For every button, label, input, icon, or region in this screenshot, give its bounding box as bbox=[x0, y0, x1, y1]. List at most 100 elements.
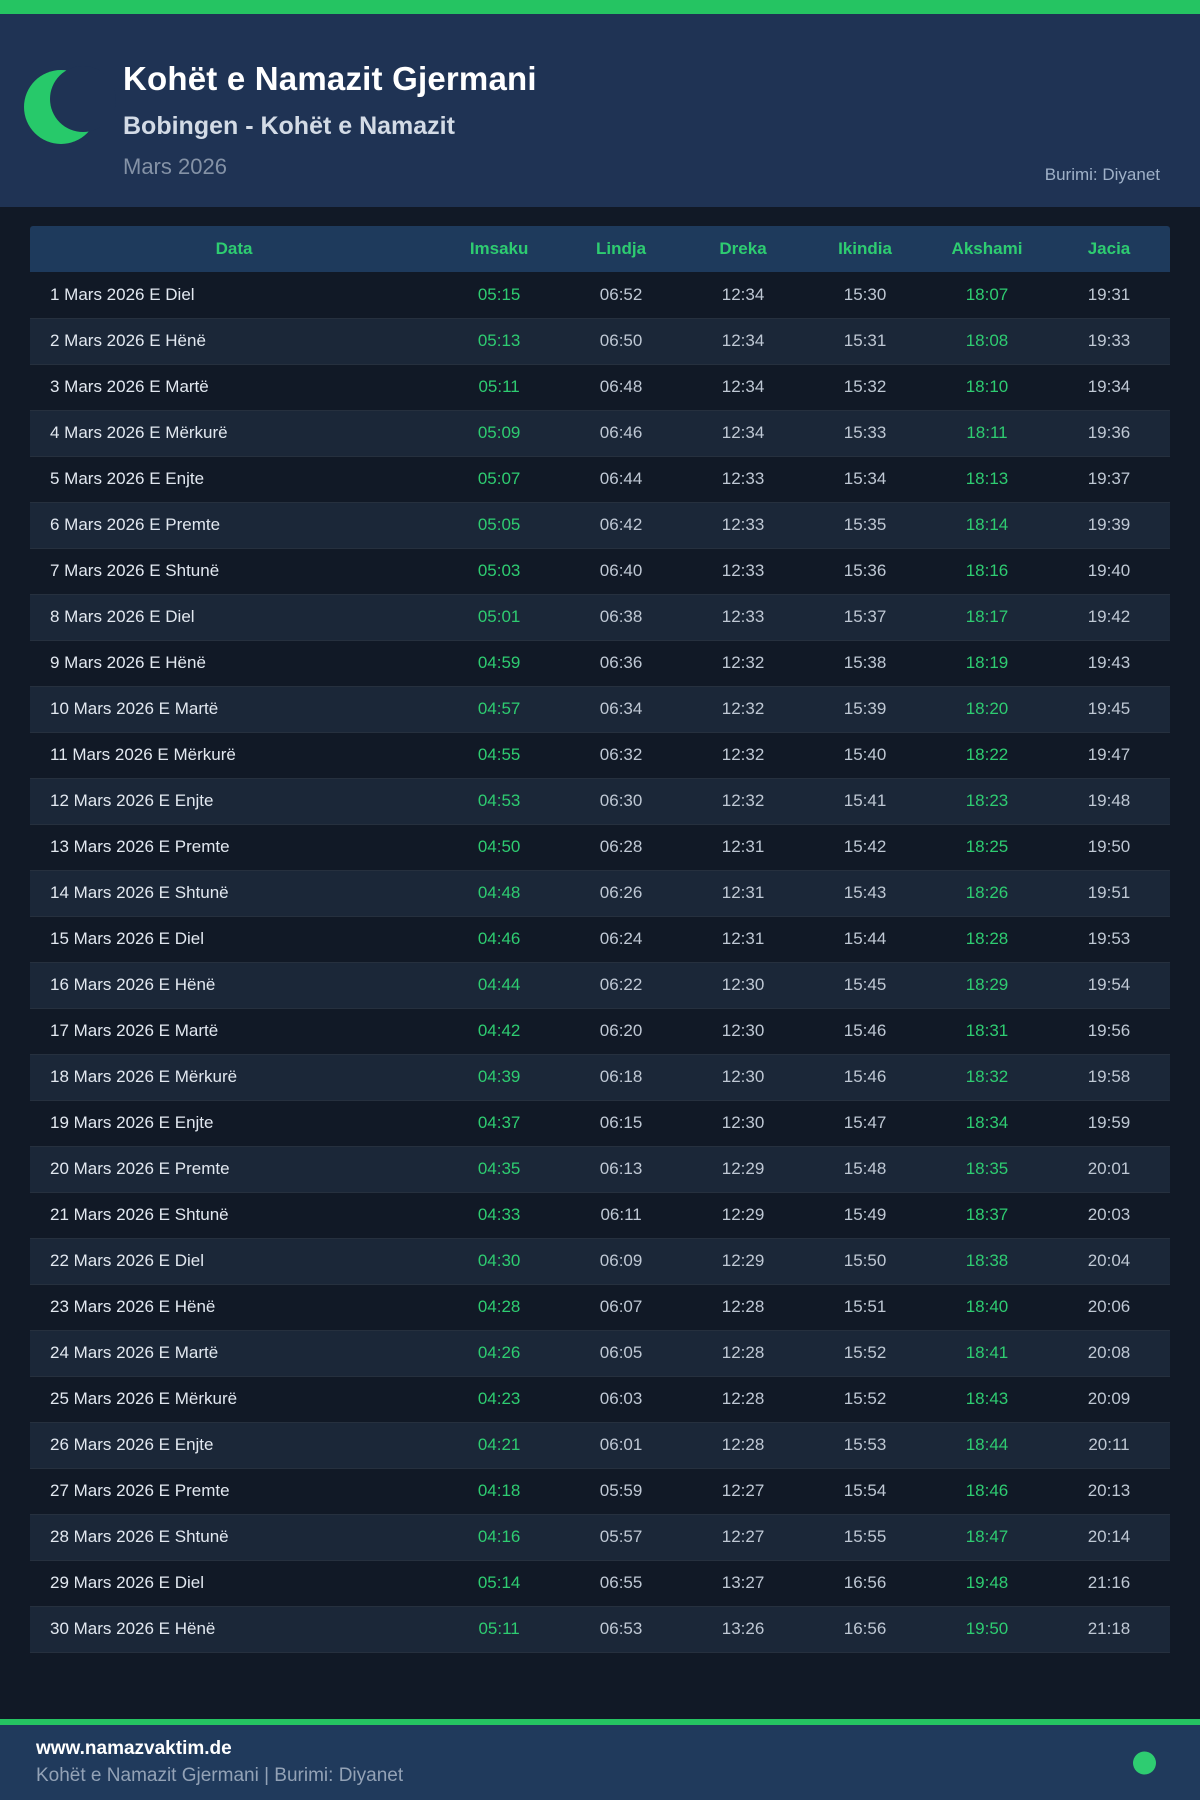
data-cell: 29 Mars 2026 E Diel bbox=[50, 1573, 205, 1592]
website-link[interactable]: www.namazvaktim.de bbox=[36, 1738, 232, 1759]
akshami-cell: 18:38 bbox=[965, 1251, 1009, 1270]
page-title: Kohët e Namazit Gjermani bbox=[123, 60, 537, 97]
lindja-cell: 06:18 bbox=[599, 1067, 643, 1086]
lindja-cell: 06:44 bbox=[599, 469, 643, 488]
data-cell: 16 Mars 2026 E Hënë bbox=[50, 975, 216, 994]
jacia-cell: 19:58 bbox=[1087, 1067, 1131, 1086]
dreka-cell: 12:32 bbox=[721, 745, 765, 764]
imsaku-cell: 05:13 bbox=[477, 331, 521, 350]
dreka-cell: 12:31 bbox=[721, 837, 765, 856]
lindja-cell: 06:30 bbox=[599, 791, 643, 810]
table-row: 2 Mars 2026 E Hënë 05:13 06:50 12:34 15:31 18… bbox=[30, 318, 1170, 364]
table-row: 18 Mars 2026 E Mërkurë 04:39 06:18 12:30 15:… bbox=[30, 1054, 1170, 1100]
dreka-cell: 12:28 bbox=[721, 1435, 765, 1454]
data-cell: 22 Mars 2026 E Diel bbox=[50, 1251, 205, 1270]
data-cell: 10 Mars 2026 E Martë bbox=[50, 699, 219, 718]
ikindia-cell: 15:34 bbox=[843, 469, 887, 488]
data-cell: 19 Mars 2026 E Enjte bbox=[50, 1113, 214, 1132]
table-row: 5 Mars 2026 E Enjte 05:07 06:44 12:33 15:34 1… bbox=[30, 456, 1170, 502]
lindja-cell: 06:48 bbox=[599, 377, 643, 396]
dreka-cell: 12:34 bbox=[721, 331, 765, 350]
page-header: Kohët e Namazit Gjermani Bobingen - Kohë… bbox=[0, 14, 1200, 207]
table-row: 7 Mars 2026 E Shtunë 05:03 06:40 12:33 15:36… bbox=[30, 548, 1170, 594]
dreka-cell: 12:30 bbox=[721, 1067, 765, 1086]
lindja-cell: 06:05 bbox=[599, 1343, 643, 1362]
dreka-cell: 12:27 bbox=[721, 1527, 765, 1546]
data-cell: 20 Mars 2026 E Premte bbox=[50, 1159, 230, 1178]
dreka-cell: 12:28 bbox=[721, 1389, 765, 1408]
dreka-cell: 12:29 bbox=[721, 1251, 765, 1270]
lindja-cell: 06:01 bbox=[599, 1435, 643, 1454]
jacia-cell: 19:45 bbox=[1087, 699, 1131, 718]
table-row: 22 Mars 2026 E Diel 04:30 06:09 12:29 15:50 1… bbox=[30, 1238, 1170, 1284]
ikindia-cell: 15:42 bbox=[843, 837, 887, 856]
jacia-cell: 19:39 bbox=[1087, 515, 1131, 534]
table-row: 17 Mars 2026 E Martë 04:42 06:20 12:30 15:46… bbox=[30, 1008, 1170, 1054]
table-row: 15 Mars 2026 E Diel 04:46 06:24 12:31 15:44 1… bbox=[30, 916, 1170, 962]
table-row: 4 Mars 2026 E Mërkurë 05:09 06:46 12:34 15:3… bbox=[30, 410, 1170, 456]
ikindia-cell: 15:37 bbox=[843, 607, 887, 626]
imsaku-cell: 04:23 bbox=[477, 1389, 521, 1408]
jacia-cell: 19:33 bbox=[1087, 331, 1131, 350]
lindja-cell: 06:50 bbox=[599, 331, 643, 350]
lindja-cell: 06:55 bbox=[599, 1573, 643, 1592]
ikindia-cell: 16:56 bbox=[843, 1573, 887, 1592]
crescent-moon-icon bbox=[24, 66, 116, 148]
data-cell: 25 Mars 2026 E Mërkurë bbox=[50, 1389, 238, 1408]
ikindia-cell: 15:49 bbox=[843, 1205, 887, 1224]
jacia-cell: 21:16 bbox=[1087, 1573, 1131, 1592]
jacia-cell: 20:01 bbox=[1087, 1159, 1131, 1178]
lindja-cell: 06:22 bbox=[599, 975, 643, 994]
table-row: 27 Mars 2026 E Premte 04:18 05:59 12:27 15:5… bbox=[30, 1468, 1170, 1514]
ikindia-cell: 15:33 bbox=[843, 423, 887, 442]
imsaku-cell: 04:42 bbox=[477, 1021, 521, 1040]
table-row: 11 Mars 2026 E Mërkurë 04:55 06:32 12:32 15:… bbox=[30, 732, 1170, 778]
imsaku-cell: 04:46 bbox=[477, 929, 521, 948]
akshami-cell: 18:07 bbox=[965, 284, 1009, 304]
dreka-cell: 13:27 bbox=[721, 1573, 765, 1592]
dreka-cell: 12:28 bbox=[721, 1343, 765, 1362]
akshami-cell: 18:25 bbox=[965, 837, 1009, 856]
akshami-cell: 19:50 bbox=[965, 1619, 1009, 1638]
ikindia-cell: 15:41 bbox=[843, 791, 887, 810]
data-cell: 30 Mars 2026 E Hënë bbox=[50, 1619, 216, 1638]
data-cell: 9 Mars 2026 E Hënë bbox=[50, 653, 206, 672]
ikindia-cell: 15:46 bbox=[843, 1067, 887, 1086]
lindja-cell: 06:20 bbox=[599, 1021, 643, 1040]
lindja-cell: 06:11 bbox=[600, 1205, 642, 1224]
ikindia-cell: 15:43 bbox=[843, 883, 887, 902]
ikindia-cell: 15:45 bbox=[843, 975, 887, 994]
ikindia-cell: 15:53 bbox=[843, 1435, 887, 1454]
table-row: 9 Mars 2026 E Hënë 04:59 06:36 12:32 15:38 18… bbox=[30, 640, 1170, 686]
ikindia-cell: 15:30 bbox=[843, 284, 887, 304]
ikindia-cell: 15:46 bbox=[843, 1021, 887, 1040]
jacia-cell: 20:09 bbox=[1087, 1389, 1131, 1408]
data-cell: 26 Mars 2026 E Enjte bbox=[50, 1435, 214, 1454]
ikindia-cell: 15:32 bbox=[843, 377, 887, 396]
dreka-cell: 12:34 bbox=[721, 423, 765, 442]
jacia-cell: 19:31 bbox=[1087, 284, 1131, 304]
jacia-cell: 19:42 bbox=[1087, 607, 1131, 626]
ikindia-cell: 15:35 bbox=[843, 515, 887, 534]
jacia-cell: 19:56 bbox=[1087, 1021, 1131, 1040]
ikindia-cell: 16:56 bbox=[843, 1619, 887, 1638]
dreka-cell: 12:34 bbox=[721, 284, 765, 304]
column-header-lindja: Lindja bbox=[560, 226, 683, 272]
ikindia-cell: 15:52 bbox=[843, 1343, 887, 1362]
table-row: 26 Mars 2026 E Enjte 04:21 06:01 12:28 15:53… bbox=[30, 1422, 1170, 1468]
imsaku-cell: 04:16 bbox=[477, 1527, 521, 1546]
imsaku-cell: 04:18 bbox=[477, 1481, 521, 1500]
main-content: Data Imsaku Lindja Dreka Ikindia Akshami Jacia… bbox=[0, 207, 1200, 1719]
footer-accent-line bbox=[0, 1719, 1200, 1725]
table-row: 21 Mars 2026 E Shtunë 04:33 06:11 12:29 15:4… bbox=[30, 1192, 1170, 1238]
akshami-cell: 18:26 bbox=[965, 883, 1009, 902]
lindja-cell: 06:15 bbox=[599, 1113, 643, 1132]
akshami-cell: 18:23 bbox=[965, 791, 1009, 810]
akshami-cell: 18:28 bbox=[965, 929, 1009, 948]
data-cell: 17 Mars 2026 E Martë bbox=[50, 1021, 219, 1040]
imsaku-cell: 05:09 bbox=[477, 423, 521, 442]
lindja-cell: 06:13 bbox=[599, 1159, 643, 1178]
imsaku-cell: 04:55 bbox=[477, 745, 521, 764]
akshami-cell: 18:31 bbox=[965, 1021, 1009, 1040]
akshami-cell: 18:43 bbox=[965, 1389, 1009, 1408]
